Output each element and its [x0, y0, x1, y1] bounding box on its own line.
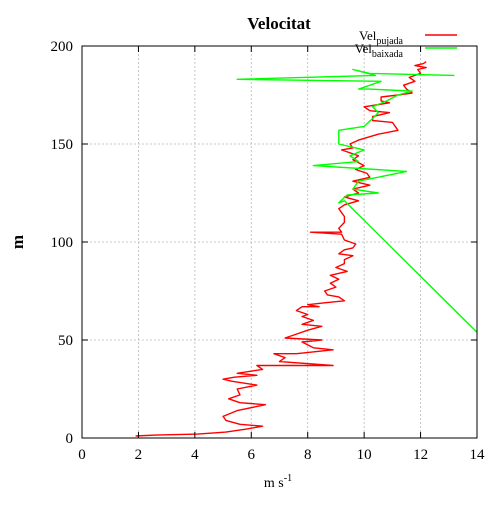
x-axis-label-unit: m s: [264, 476, 284, 491]
y-axis-label: m: [8, 235, 27, 249]
x-axis-label: m s-1: [264, 473, 292, 491]
x-tick-label: 12: [413, 447, 428, 463]
x-tick-label: 6: [248, 447, 256, 463]
y-tick-label: 100: [51, 235, 74, 251]
y-tick-label: 200: [51, 39, 74, 55]
y-tick-label: 150: [51, 137, 74, 153]
tick-labels: 0 2 4 6 8 10 12 14 0 50 100 150 200: [51, 39, 486, 463]
gridlines: [82, 46, 477, 438]
y-tick-label: 0: [66, 431, 74, 447]
y-tick-label: 50: [58, 333, 73, 349]
series-group: [135, 61, 477, 437]
series-line-baixada: [236, 68, 477, 333]
legend-label-baixada: Velbaixada: [355, 41, 404, 60]
x-tick-label: 4: [191, 447, 199, 463]
x-axis-label-exponent: -1: [284, 473, 292, 484]
legend-label-pujada: Velpujada: [359, 28, 404, 47]
x-tick-label: 0: [78, 447, 86, 463]
x-tick-label: 8: [304, 447, 312, 463]
series-line-pujada: [135, 61, 427, 437]
x-tick-label: 2: [135, 447, 143, 463]
x-tick-label: 10: [357, 447, 372, 463]
x-tick-label: 14: [470, 447, 486, 463]
chart-title: Velocitat: [247, 14, 311, 33]
tick-marks: [81, 45, 478, 439]
